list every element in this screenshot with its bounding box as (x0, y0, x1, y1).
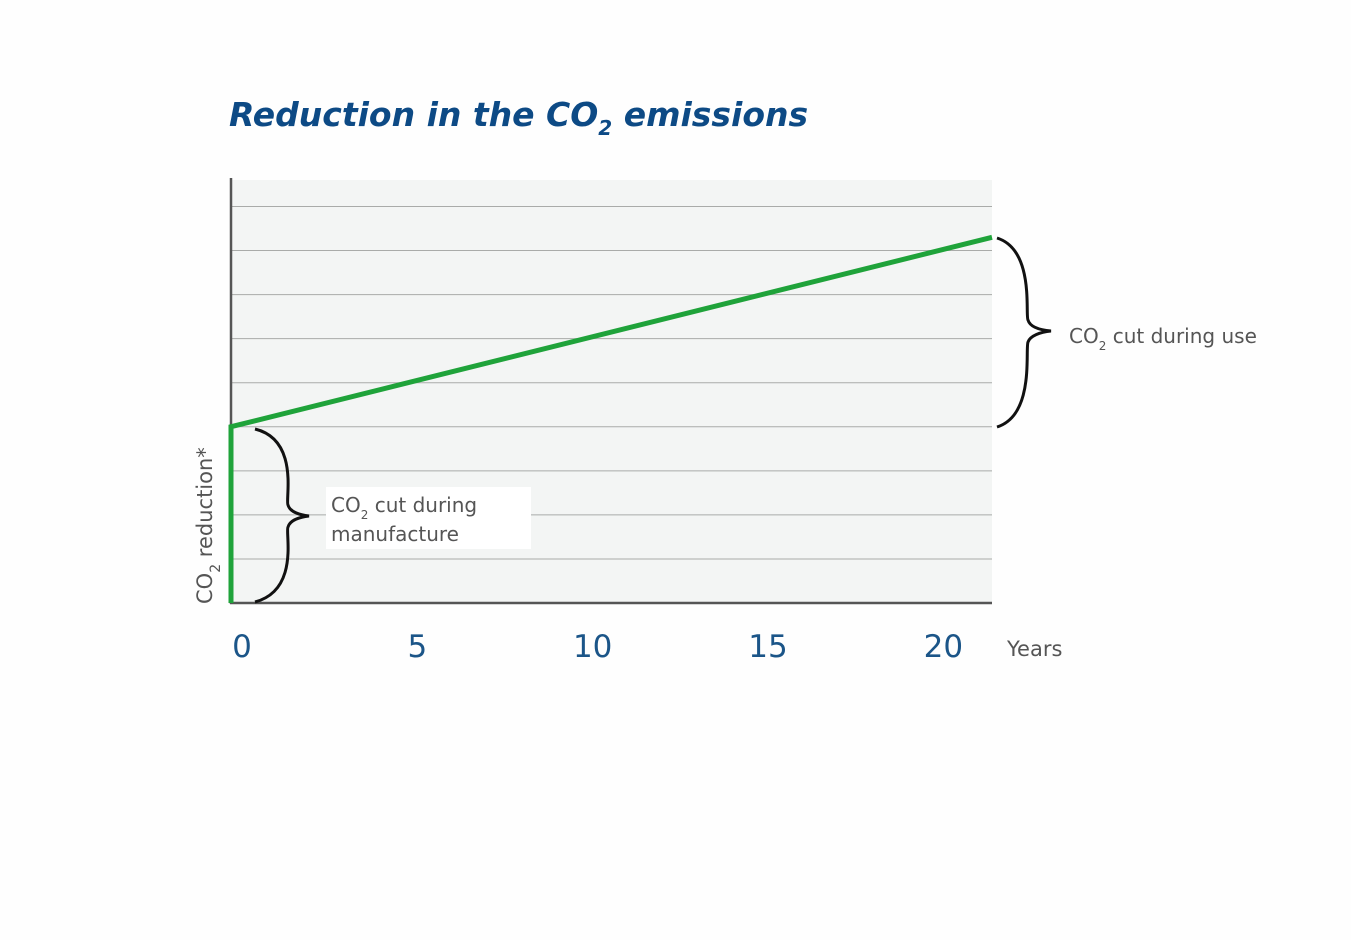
y-axis-label: CO2 reduction* (193, 447, 224, 604)
x-tick-label: 5 (407, 629, 427, 665)
chart-title: Reduction in the CO2 emissions (229, 95, 808, 140)
x-tick-label: 20 (924, 629, 963, 665)
brace-manufacture (254, 427, 310, 604)
annotation-use: CO2 cut during use (1069, 324, 1257, 353)
series-line (228, 234, 993, 603)
x-axis-label: Years (1006, 637, 1062, 661)
annotation-box-manufacture (326, 487, 531, 549)
x-tick-labels: 0 5 10 15 20 (232, 629, 963, 665)
x-tick-label: 15 (748, 629, 787, 665)
brace-use (996, 236, 1052, 429)
x-tick-label: 10 (573, 629, 612, 665)
annotation-manufacture: CO2 cut during manufacture (331, 493, 477, 546)
gridlines (231, 205, 992, 560)
x-tick-label: 0 (232, 629, 252, 665)
